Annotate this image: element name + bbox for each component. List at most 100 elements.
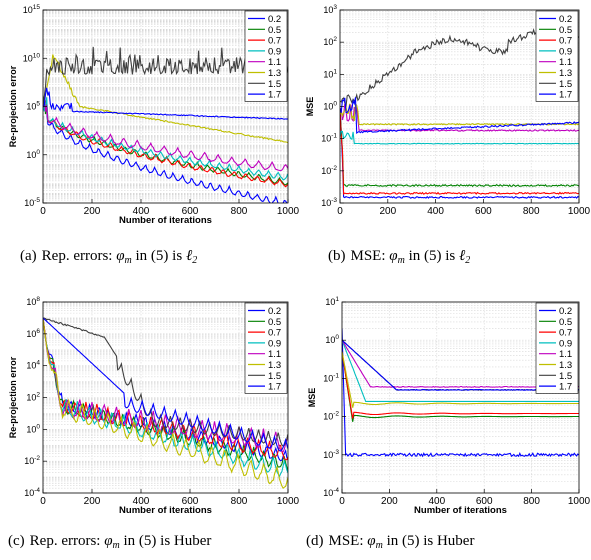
caption-label: (d) [306,533,324,549]
x-tick-label: 0 [40,496,46,507]
legend: 0.20.50.70.91.11.31.51.7 [535,10,579,102]
legend-label-1.5: 1.5 [268,371,281,382]
y-tick-label: 100 [26,423,40,434]
chart-c: 0 200 400 600 800 1000 10-4 10-2 100 102 104 106 108… [8,296,300,516]
y-tick-label: 102 [323,36,337,47]
y-tick-label: 10-5 [24,197,40,208]
caption-text: MSE: [328,533,364,549]
legend-label-1.1: 1.1 [559,57,572,68]
caption-text: MSE: [350,248,386,264]
chart-d: 0 200 400 600 800 1000 10-4 10-3 10-2 10-1 100 101 N… [307,296,591,516]
x-tick-label: 800 [523,206,540,217]
legend-label-1.1: 1.1 [268,57,281,68]
caption-label: (a) [20,248,37,264]
series-line-1.7 [43,87,288,120]
x-tick-label: 1000 [568,206,591,217]
x-tick-label: 600 [475,206,492,217]
series-line-0.5 [342,351,579,422]
x-tick-label: 0 [337,206,343,217]
legend-label-0.9: 0.9 [268,46,281,57]
y-tick-label: 1010 [23,52,41,63]
series-group [43,317,288,490]
chart-a: 0 200 400 600 800 1000 10-5 100 105 1010 1015 Numbe… [8,4,300,226]
axes-frame [341,301,580,494]
legend-label-1.3: 1.3 [559,68,572,79]
caption-text: in (5) is [135,248,183,264]
series-line-0.9 [43,97,288,181]
legend-label-1.5: 1.5 [268,79,281,90]
legend-box [535,10,579,102]
phi-subscript: m [375,540,383,551]
caption-text: Rep. errors: [41,248,113,264]
series-group [340,27,579,199]
series-line-1.5 [43,317,288,447]
y-tick-label: 10-1 [321,133,337,144]
x-tick-label: 600 [476,496,493,507]
legend-label-1.5: 1.5 [559,371,572,382]
phi-symbol: φ [104,533,113,549]
caption-c: (c) Rep. errors: φm in (5) is Huber [8,533,211,551]
legend-box [244,10,288,102]
series-line-1.3 [43,318,288,490]
series-line-0.7 [43,100,288,188]
legend-label-0.7: 0.7 [559,36,572,47]
x-axis-label: Number of iterations [414,505,507,516]
legend-label-0.2: 0.2 [268,14,281,25]
x-tick-label: 400 [133,496,150,507]
legend-label-0.7: 0.7 [559,328,572,339]
caption-d: (d) MSE: φm in (5) is Huber [306,533,474,551]
x-tick-label: 200 [84,206,101,217]
caption-b: (b) MSE: φm in (5) is ℓ2 [328,248,470,266]
legend-label-1.1: 1.1 [268,349,281,360]
phi-subscript: m [124,255,132,266]
phi-subscript: m [397,255,405,266]
x-axis-label: Number of iterations [119,505,212,516]
legend-label-0.5: 0.5 [268,317,281,328]
series-line-0.2 [340,108,579,199]
y-tick-label: 10-3 [323,449,339,460]
x-tick-label: 800 [231,496,248,507]
ell-symbol: ℓ [185,248,193,264]
series-line-0.9 [340,130,579,145]
series-line-1.3 [342,351,579,408]
legend-label-1.5: 1.5 [559,79,572,90]
y-tick-label: 100 [26,149,40,160]
legend-label-0.2: 0.2 [559,14,572,25]
legend-label-0.5: 0.5 [559,317,572,328]
legend: 0.20.50.70.91.11.31.51.7 [535,302,579,394]
y-axis-label: MSE [307,388,317,408]
legend-label-0.9: 0.9 [559,46,572,57]
x-tick-label: 400 [427,206,444,217]
x-tick-label: 800 [231,206,248,217]
y-tick-label: 105 [26,101,40,112]
phi-subscript: m [112,540,120,551]
legend-label-1.3: 1.3 [268,360,281,371]
x-axis-label: Number of iterations [119,215,212,226]
grid [342,302,579,493]
x-tick-label: 0 [339,496,345,507]
series-line-0.7 [342,351,579,419]
y-tick-label: 101 [323,68,337,79]
series-line-1.7 [340,97,579,135]
legend-label-0.5: 0.5 [559,25,572,36]
y-tick-label: 10-4 [323,487,339,498]
series-line-1.3 [43,54,288,144]
x-tick-label: 1000 [568,496,591,507]
y-tick-label: 1015 [23,4,41,15]
legend-label-0.2: 0.2 [559,306,572,317]
y-tick-label: 108 [26,296,40,307]
y-tick-label: 104 [26,360,40,371]
ell-subscript: 2 [465,255,471,266]
x-tick-label: 1000 [277,206,300,217]
x-tick-label: 200 [379,206,396,217]
legend: 0.20.50.70.91.11.31.51.7 [244,10,288,102]
series-line-0.5 [340,108,579,188]
legend-label-1.7: 1.7 [559,90,572,101]
caption-label: (c) [8,533,25,549]
caption-text: in (5) is Huber [123,533,212,549]
ell-subscript: 2 [192,255,198,266]
series-line-0.9 [43,318,288,478]
series-line-1.7 [43,317,288,452]
y-tick-label: 10-2 [323,411,339,422]
